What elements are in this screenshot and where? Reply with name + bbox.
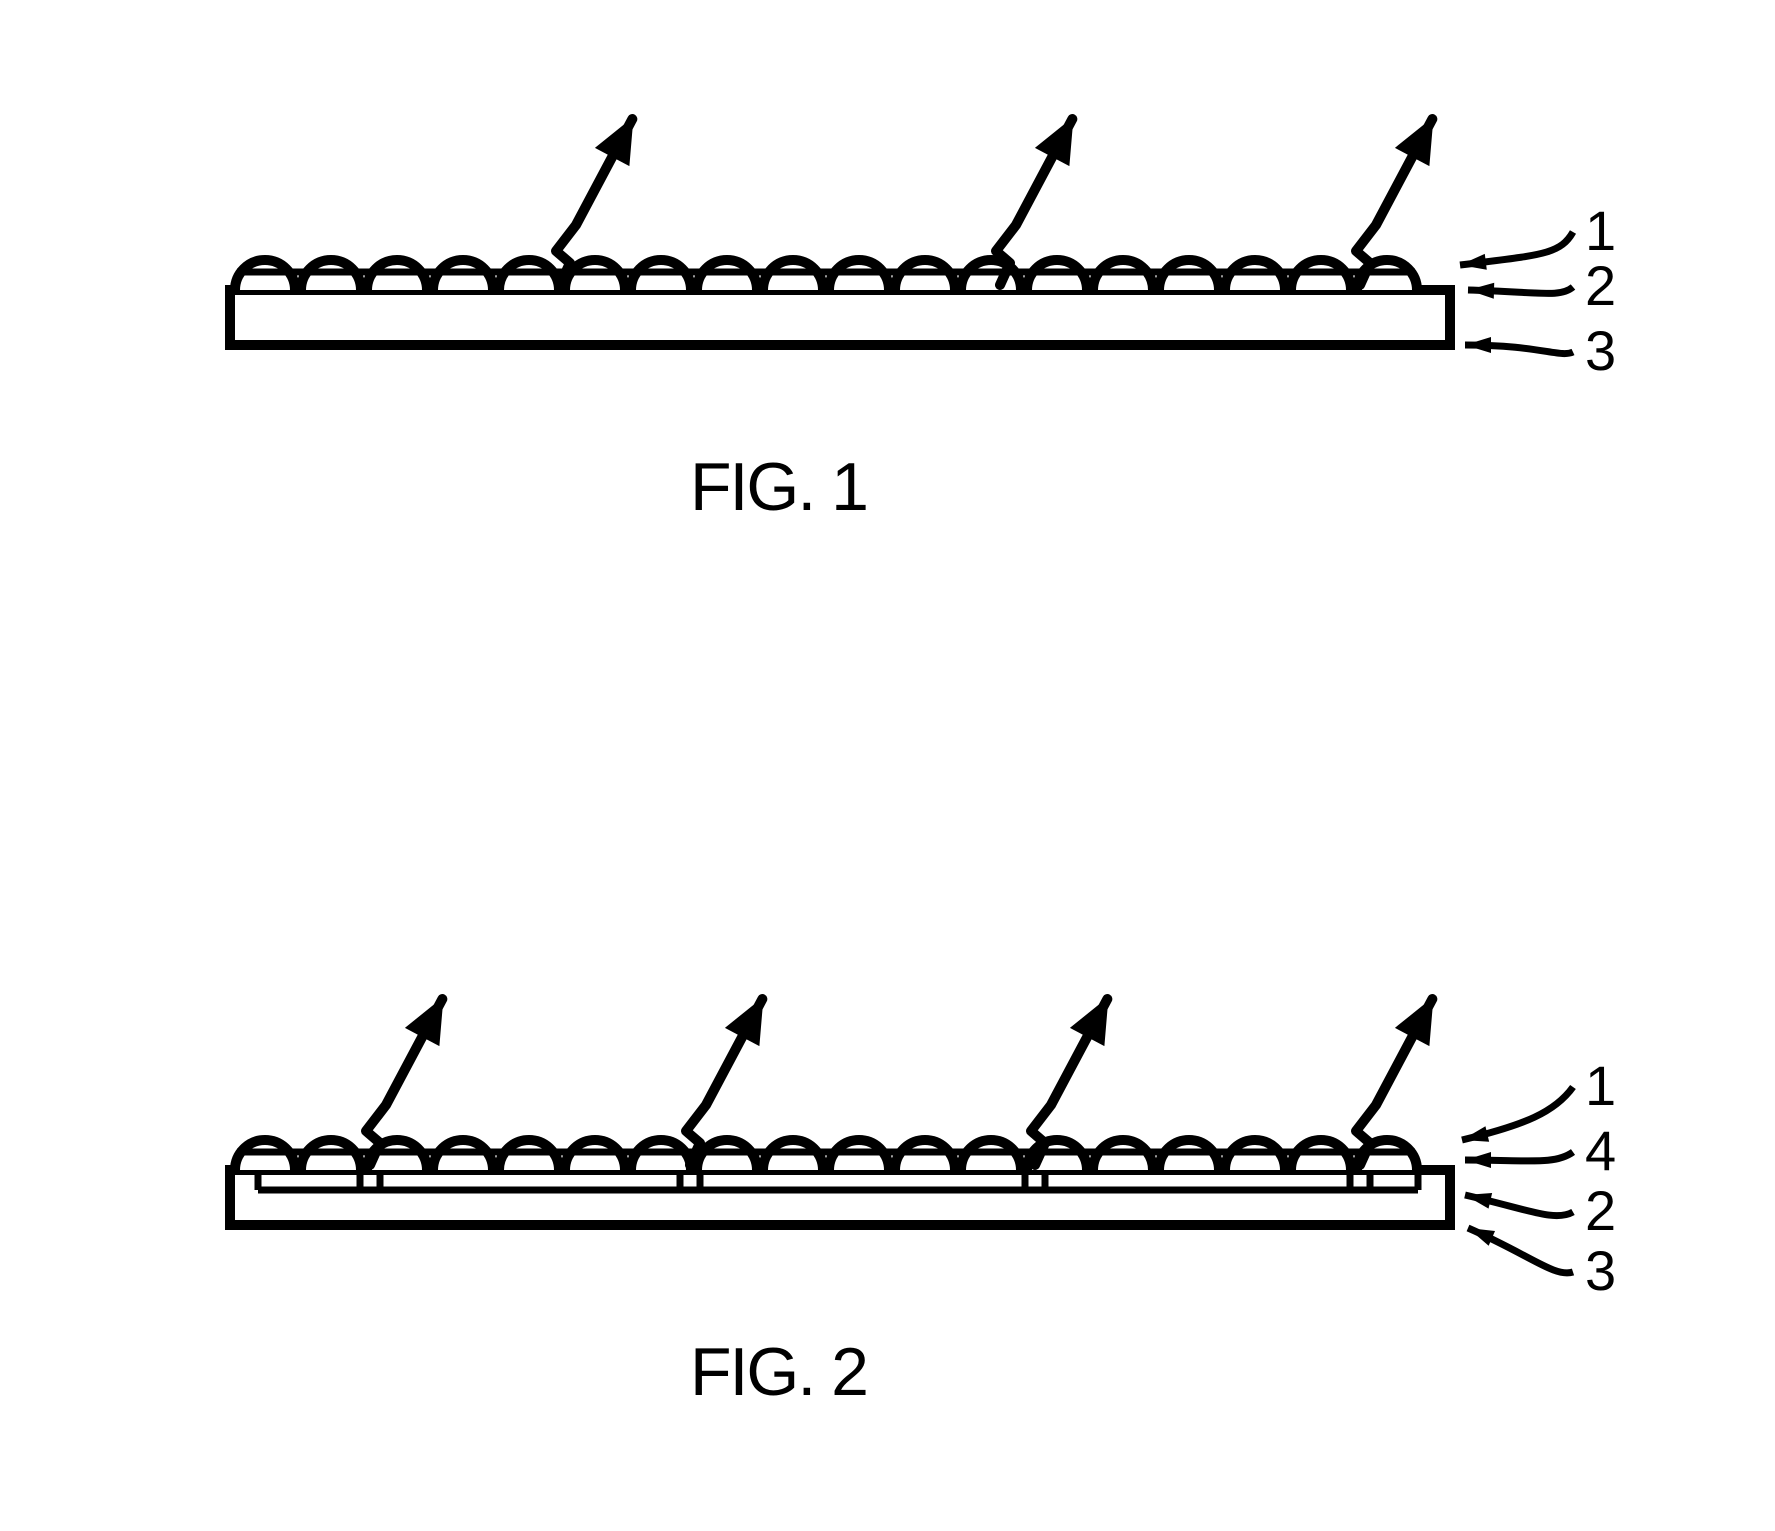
reference-numeral: 2 — [1585, 1179, 1616, 1242]
reference-numeral: 1 — [1585, 199, 1616, 262]
figure-caption: FIG. 2 — [690, 1334, 867, 1410]
reference-numeral: 4 — [1585, 1119, 1616, 1182]
figure-caption: FIG. 1 — [690, 449, 867, 525]
substrate-layer — [230, 1170, 1450, 1225]
substrate-layer — [230, 290, 1450, 345]
reference-numeral: 3 — [1585, 319, 1616, 382]
reference-numeral: 2 — [1585, 254, 1616, 317]
reference-numeral: 1 — [1585, 1054, 1616, 1117]
reference-numeral: 3 — [1585, 1239, 1616, 1302]
